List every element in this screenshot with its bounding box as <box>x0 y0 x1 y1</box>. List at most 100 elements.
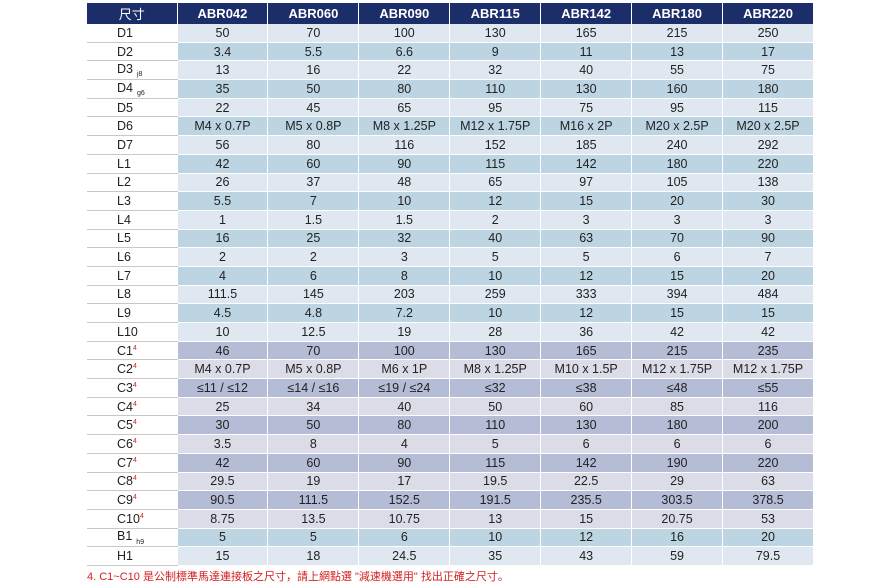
row-label: C64 <box>87 434 178 454</box>
row-label-text: L7 <box>117 268 131 283</box>
table-cell: 6 <box>631 247 724 267</box>
table-cell: 60 <box>267 453 360 473</box>
table-cell: 42 <box>177 453 269 473</box>
table-cell: 30 <box>722 191 814 211</box>
table-cell: 191.5 <box>449 490 542 510</box>
table-cell: ≤55 <box>722 378 814 398</box>
table-cell: 20 <box>722 266 814 286</box>
table-cell: 111.5 <box>177 285 269 305</box>
table-cell: 180 <box>631 154 724 174</box>
table-cell: 12 <box>449 191 542 211</box>
table-cell: 3.4 <box>177 42 269 62</box>
row-label-text: C10 <box>117 511 140 526</box>
table-cell: 10 <box>449 303 542 323</box>
table-row: D4 g6 35 50 80 110 130 160 180 <box>87 79 814 99</box>
table-cell: 95 <box>449 98 542 118</box>
table-cell: 46 <box>177 341 269 361</box>
table-cell: 111.5 <box>267 490 360 510</box>
row-label: L3 <box>87 191 178 211</box>
row-label: L1 <box>87 154 178 174</box>
table-row: D3 j8 13 16 22 32 40 55 75 <box>87 60 814 81</box>
table-row: D5 22 45 65 95 75 95 115 <box>87 98 814 118</box>
table-cell: 142 <box>540 453 633 473</box>
row-label: L8 <box>87 285 178 305</box>
table-row: L8 111.5 145 203 259 333 394 484 <box>87 285 814 305</box>
table-cell: 7 <box>722 247 814 267</box>
table-cell: 220 <box>722 154 814 174</box>
table-cell: 203 <box>358 285 451 305</box>
row-label: L5 <box>87 229 178 249</box>
row-label-text: D1 <box>117 25 133 40</box>
table-cell: ≤11 / ≤12 <box>177 378 269 398</box>
table-cell: 5.5 <box>267 42 360 62</box>
footnote-marker: 4 <box>132 475 137 483</box>
row-label-text: L5 <box>117 231 131 246</box>
row-label: L6 <box>87 247 178 267</box>
row-label-text: L8 <box>117 287 131 302</box>
table-cell: 43 <box>540 546 633 566</box>
footnote: 4. C1~C10 是公制標準馬達連接板之尺寸，請上網點選 "減速機選用" 找出… <box>87 571 509 583</box>
table-cell: 40 <box>358 397 451 417</box>
table-cell: 26 <box>177 173 269 193</box>
table-cell: 160 <box>631 79 724 99</box>
table-row: L4 1 1.5 1.5 2 3 3 3 <box>87 210 814 230</box>
table-cell: M12 x 1.75P <box>631 359 724 380</box>
table-cell: 138 <box>722 173 814 193</box>
table-cell: 16 <box>177 229 269 249</box>
table-row: C64 3.5 8 4 5 6 6 6 <box>87 434 814 454</box>
table-row: L6 2 2 3 5 5 6 7 <box>87 247 814 267</box>
dimension-table: 尺寸 ABR042 ABR060 ABR090 ABR115 ABR142 ABR180 A… <box>87 3 814 566</box>
table-cell: 130 <box>449 24 542 43</box>
table-cell: 4.5 <box>177 303 269 323</box>
table-cell: 80 <box>358 79 451 99</box>
table-cell: 110 <box>449 415 542 436</box>
table-header-row: 尺寸 ABR042 ABR060 ABR090 ABR115 ABR142 ABR180 A… <box>87 3 814 24</box>
table-cell: 90 <box>358 453 451 473</box>
row-label: L9 <box>87 303 178 323</box>
table-cell: 80 <box>358 415 451 436</box>
table-cell: 3 <box>722 210 814 230</box>
table-cell: M10 x 1.5P <box>540 359 633 380</box>
table-cell: M4 x 0.7P <box>177 116 269 137</box>
table-cell: 100 <box>358 24 451 43</box>
table-row: C74 42 60 90 115 142 190 220 <box>87 453 814 473</box>
table-cell: 6 <box>722 434 814 454</box>
table-row: C34 ≤11 / ≤12 ≤14 / ≤16 ≤19 / ≤24 ≤32 ≤38 ≤48 ≤… <box>87 378 814 398</box>
table-cell: 5 <box>267 528 360 548</box>
table-cell: 1.5 <box>358 210 451 230</box>
table-row: C24 M4 x 0.7P M5 x 0.8P M6 x 1P M8 x 1.25P M1… <box>87 359 814 380</box>
header-dimension-label: 尺寸 <box>87 3 178 24</box>
table-cell: 7 <box>267 191 360 211</box>
table-cell: 16 <box>631 528 724 548</box>
footnote-marker: 4 <box>132 419 137 427</box>
table-cell: 42 <box>722 322 814 342</box>
row-label-text: L9 <box>117 306 131 321</box>
row-label-text: D2 <box>117 44 133 59</box>
table-cell: 5 <box>449 434 542 454</box>
table-cell: 50 <box>267 79 360 99</box>
footnote-marker: 4 <box>139 512 144 520</box>
table-cell: 3 <box>540 210 633 230</box>
table-cell: M6 x 1P <box>358 359 451 380</box>
table-cell: 100 <box>358 341 451 361</box>
header-model: ABR060 <box>267 3 360 24</box>
table-cell: 105 <box>631 173 724 193</box>
table-cell: 6 <box>631 434 724 454</box>
table-row: L5 16 25 32 40 63 70 90 <box>87 229 814 249</box>
table-cell: 180 <box>631 415 724 436</box>
table-cell: ≤32 <box>449 378 542 398</box>
row-label-text: D3 <box>117 61 133 76</box>
table-cell: 36 <box>540 322 633 342</box>
table-cell: 130 <box>449 341 542 361</box>
table-cell: 115 <box>449 453 542 473</box>
row-label: B1 h9 <box>87 528 178 548</box>
footnote-marker: 4 <box>132 456 137 464</box>
table-cell: 235 <box>722 341 814 361</box>
table-row: D7 56 80 116 152 185 240 292 <box>87 135 814 155</box>
table-cell: 25 <box>177 397 269 417</box>
table-cell: 45 <box>267 98 360 118</box>
table-cell: 13 <box>449 509 542 529</box>
table-cell: 90 <box>358 154 451 174</box>
table-cell: 48 <box>358 173 451 193</box>
table-cell: 65 <box>449 173 542 193</box>
